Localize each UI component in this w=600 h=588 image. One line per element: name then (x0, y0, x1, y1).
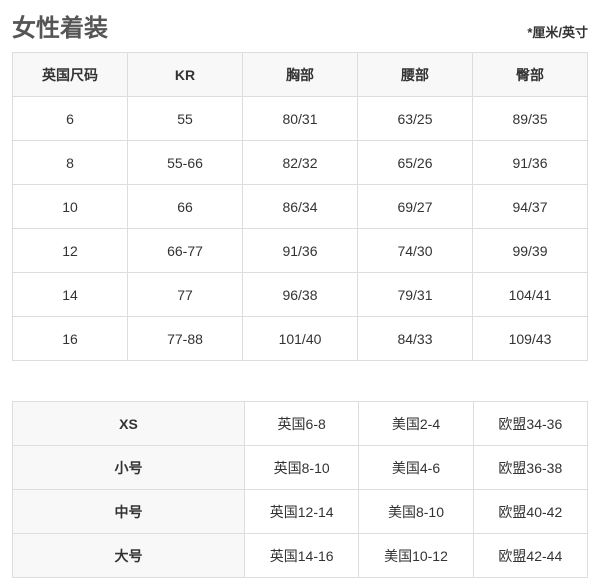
table-cell: 英国8-10 (243, 445, 360, 490)
table-cell: 77-88 (127, 316, 243, 361)
table-cell: 91/36 (242, 228, 358, 273)
column-header: 腰部 (357, 52, 473, 97)
table-row: XS 英国6-8 美国2-4 欧盟34-36 (12, 401, 589, 446)
table-row: 8 55-66 82/32 65/26 91/36 (12, 140, 588, 185)
column-header: 英国尺码 (12, 52, 128, 97)
table-cell: 55 (127, 96, 243, 141)
table-row: 14 77 96/38 79/31 104/41 (12, 272, 588, 317)
table-cell: 66-77 (127, 228, 243, 273)
table-cell: 69/27 (357, 184, 473, 229)
table-cell: 94/37 (472, 184, 588, 229)
table-cell: 63/25 (357, 96, 473, 141)
table-cell: 84/33 (357, 316, 473, 361)
table-cell: 77 (127, 272, 243, 317)
table-cell: 12 (12, 228, 128, 273)
conversion-table: XS 英国6-8 美国2-4 欧盟34-36 小号 英国8-10 美国4-6 欧盟36-38 中… (12, 401, 589, 578)
table-cell: 欧盟42-44 (472, 533, 589, 578)
table-cell: 91/36 (472, 140, 588, 185)
table-cell: 英国6-8 (243, 401, 360, 446)
column-header: 臀部 (472, 52, 588, 97)
table-cell: 96/38 (242, 272, 358, 317)
table-cell: 6 (12, 96, 128, 141)
table-cell: 8 (12, 140, 128, 185)
size-label: 小号 (12, 445, 245, 490)
table-cell: 109/43 (472, 316, 588, 361)
table-cell: 104/41 (472, 272, 588, 317)
column-header: 胸部 (242, 52, 358, 97)
table-cell: 74/30 (357, 228, 473, 273)
unit-note: *厘米/英寸 (527, 25, 588, 40)
header-row: 英国尺码 KR 胸部 腰部 臀部 (12, 52, 588, 97)
table-row: 12 66-77 91/36 74/30 99/39 (12, 228, 588, 273)
size-table: 英国尺码 KR 胸部 腰部 臀部 6 55 80/31 63/25 89/35 8 55-66 82/… (12, 52, 588, 361)
table-cell: 英国12-14 (243, 489, 360, 534)
table-row: 16 77-88 101/40 84/33 109/43 (12, 316, 588, 361)
table-cell: 16 (12, 316, 128, 361)
table-cell: 66 (127, 184, 243, 229)
table-cell: 65/26 (357, 140, 473, 185)
table-cell: 美国4-6 (358, 445, 474, 490)
table-cell: 99/39 (472, 228, 588, 273)
table-cell: 欧盟36-38 (472, 445, 589, 490)
table-cell: 55-66 (127, 140, 243, 185)
table-cell: 86/34 (242, 184, 358, 229)
table-cell: 80/31 (242, 96, 358, 141)
table-cell: 89/35 (472, 96, 588, 141)
table-cell: 欧盟34-36 (472, 401, 589, 446)
size-label: 大号 (12, 533, 245, 578)
table-row: 大号 英国14-16 美国10-12 欧盟42-44 (12, 533, 589, 578)
table-cell: 79/31 (357, 272, 473, 317)
table-cell: 英国14-16 (243, 533, 360, 578)
page-title: 女性着装 (12, 15, 108, 42)
table-cell: 101/40 (242, 316, 358, 361)
table-cell: 美国10-12 (358, 533, 474, 578)
table-cell: 82/32 (242, 140, 358, 185)
table-row: 10 66 86/34 69/27 94/37 (12, 184, 588, 229)
table-cell: 美国8-10 (358, 489, 474, 534)
size-label: 中号 (12, 489, 245, 534)
table-row: 中号 英国12-14 美国8-10 欧盟40-42 (12, 489, 589, 534)
size-label: XS (12, 401, 245, 446)
table-cell: 14 (12, 272, 128, 317)
table-cell: 美国2-4 (358, 401, 474, 446)
table-cell: 10 (12, 184, 128, 229)
table-cell: 欧盟40-42 (472, 489, 589, 534)
table-row: 6 55 80/31 63/25 89/35 (12, 96, 588, 141)
table-row: 小号 英国8-10 美国4-6 欧盟36-38 (12, 445, 589, 490)
column-header: KR (127, 52, 243, 97)
